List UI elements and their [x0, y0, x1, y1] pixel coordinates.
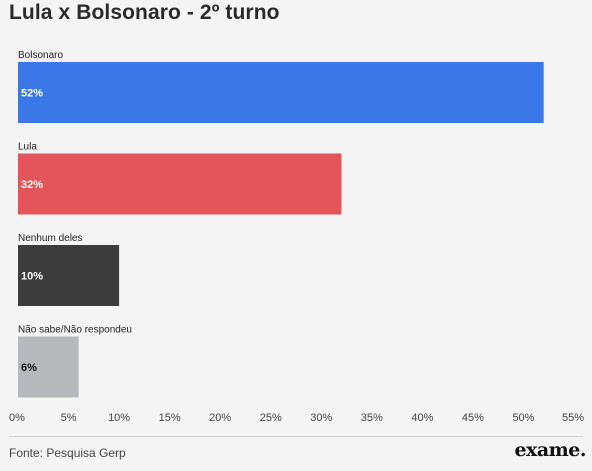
bar-value-label: 52% [21, 88, 43, 100]
x-tick-label: 0% [9, 412, 25, 424]
x-tick-label: 40% [411, 412, 433, 424]
x-tick-label: 50% [512, 412, 534, 424]
x-tick-label: 10% [108, 412, 130, 424]
category-label: Nenhum deles [18, 233, 82, 244]
x-tick-label: 35% [361, 412, 383, 424]
source-note: Fonte: Pesquisa Gerp [9, 446, 126, 460]
category-label: Não sabe/Não respondeu [18, 325, 132, 336]
x-tick-label: 25% [260, 412, 282, 424]
bar [18, 336, 79, 398]
x-tick-label: 5% [61, 412, 77, 424]
chart-title: Lula x Bolsonaro - 2º turno [9, 1, 280, 24]
footer-divider [9, 436, 583, 437]
x-tick-label: 55% [562, 412, 584, 424]
x-tick-label: 30% [310, 412, 332, 424]
bar-value-label: 6% [21, 362, 37, 374]
x-tick-label: 20% [209, 412, 231, 424]
category-label: Lula [18, 142, 37, 153]
bar [18, 62, 544, 123]
bar-value-label: 10% [21, 271, 43, 283]
bar-value-label: 32% [21, 179, 43, 191]
x-tick-label: 15% [159, 412, 181, 424]
x-tick-label: 45% [462, 412, 484, 424]
category-label: Bolsonaro [18, 50, 63, 61]
bar [18, 245, 120, 306]
exame-logo: exame. [514, 439, 586, 461]
bar [18, 153, 342, 215]
